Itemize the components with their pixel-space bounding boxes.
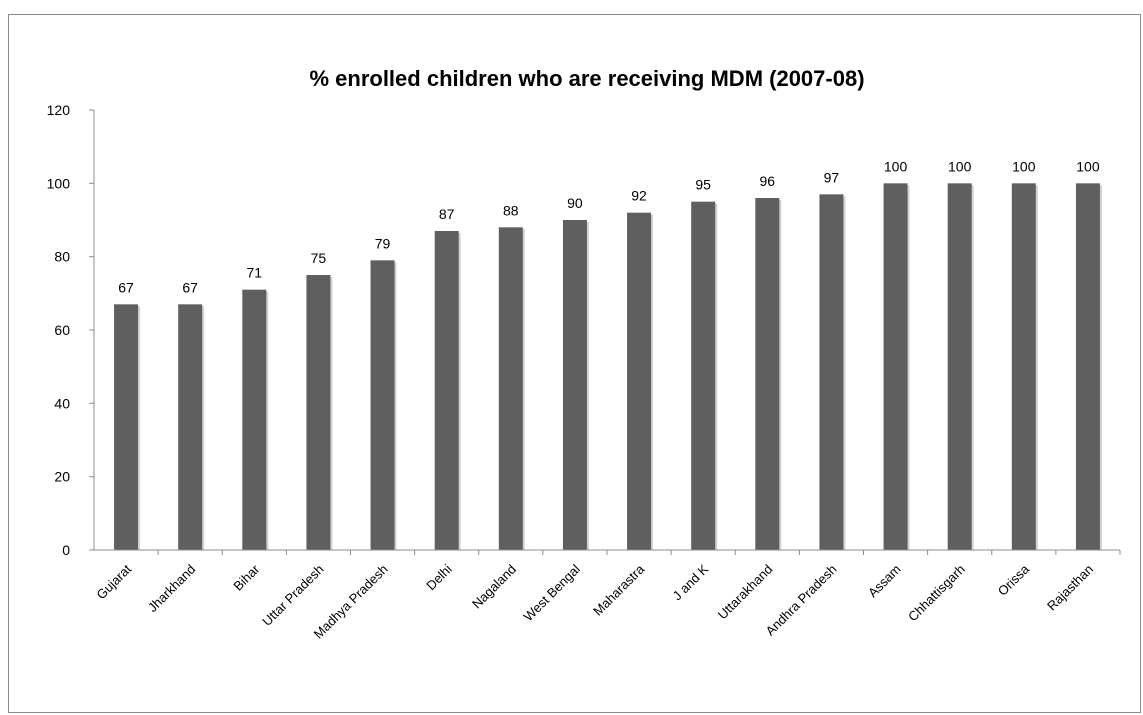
bar bbox=[562, 220, 587, 550]
bar bbox=[306, 275, 331, 550]
bar bbox=[755, 198, 780, 550]
x-tick-label: Bihar bbox=[230, 561, 263, 594]
data-label: 96 bbox=[760, 173, 776, 189]
bar bbox=[498, 227, 523, 551]
x-tick-label: West Bengal bbox=[521, 561, 584, 624]
data-label: 67 bbox=[182, 279, 198, 295]
x-tick-label: Gujarat bbox=[93, 561, 134, 602]
x-tick-label: Assam bbox=[865, 562, 904, 601]
x-tick-label: Maharastra bbox=[590, 561, 648, 619]
chart-title: % enrolled children who are receiving MD… bbox=[309, 66, 864, 91]
data-label: 87 bbox=[439, 206, 455, 222]
x-tick-label: Uttar Pradesh bbox=[259, 562, 326, 629]
bar bbox=[178, 304, 203, 550]
bar bbox=[1011, 183, 1036, 551]
y-axis: 0 20 40 60 80 100 120 bbox=[47, 102, 95, 558]
data-label: 100 bbox=[1012, 158, 1036, 174]
y-tick-label: 40 bbox=[54, 395, 70, 411]
data-label: 92 bbox=[631, 188, 647, 204]
x-tick-label: Nagaland bbox=[469, 562, 519, 612]
x-tick-label: J and K bbox=[670, 561, 712, 603]
bar bbox=[1075, 183, 1100, 551]
bars bbox=[114, 183, 1102, 551]
y-tick-label: 20 bbox=[54, 469, 70, 485]
data-label: 79 bbox=[375, 235, 391, 251]
data-label: 97 bbox=[824, 169, 840, 185]
data-label: 71 bbox=[247, 265, 263, 281]
x-tick-label: Delhi bbox=[423, 561, 455, 593]
x-tick-label: Jharkhand bbox=[145, 562, 199, 616]
data-label: 100 bbox=[1076, 158, 1100, 174]
bar bbox=[947, 183, 972, 551]
data-label: 67 bbox=[118, 279, 134, 295]
x-tick-label: Orissa bbox=[995, 561, 1033, 599]
data-label: 100 bbox=[884, 158, 908, 174]
bar bbox=[434, 231, 459, 550]
bar bbox=[242, 289, 267, 550]
bar bbox=[114, 304, 139, 550]
y-tick-label: 100 bbox=[47, 175, 71, 191]
y-tick-label: 60 bbox=[54, 322, 70, 338]
data-label: 75 bbox=[311, 250, 327, 266]
bar bbox=[819, 194, 844, 551]
data-labels: 67 67 71 75 79 87 88 90 92 95 96 97 100 100 100 100 bbox=[118, 158, 1100, 295]
y-tick-label: 80 bbox=[54, 249, 70, 265]
y-tick-label: 120 bbox=[47, 102, 71, 118]
data-label: 100 bbox=[948, 158, 972, 174]
bar bbox=[370, 260, 395, 550]
x-tick-label: Chhattisgarh bbox=[905, 562, 968, 625]
y-tick-label: 0 bbox=[62, 542, 70, 558]
bar bbox=[691, 201, 716, 550]
bar bbox=[883, 183, 908, 551]
data-label: 88 bbox=[503, 202, 519, 218]
data-label: 95 bbox=[695, 177, 711, 193]
bar bbox=[627, 212, 652, 550]
data-label: 90 bbox=[567, 195, 583, 211]
x-tick-label: Uttarakhand bbox=[715, 562, 776, 623]
x-tick-label: Rajasthan bbox=[1044, 562, 1096, 614]
